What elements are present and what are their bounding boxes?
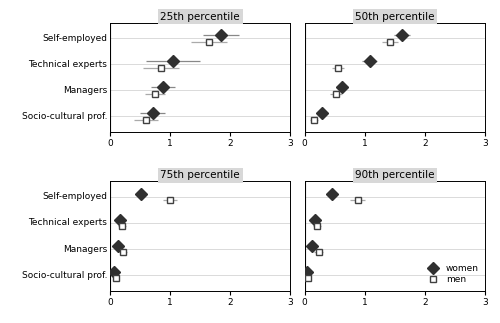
Legend: women, men: women, men bbox=[422, 262, 480, 286]
Title: 50th percentile: 50th percentile bbox=[355, 12, 434, 22]
Title: 75th percentile: 75th percentile bbox=[160, 171, 240, 181]
Title: 90th percentile: 90th percentile bbox=[355, 171, 434, 181]
Title: 25th percentile: 25th percentile bbox=[160, 12, 240, 22]
